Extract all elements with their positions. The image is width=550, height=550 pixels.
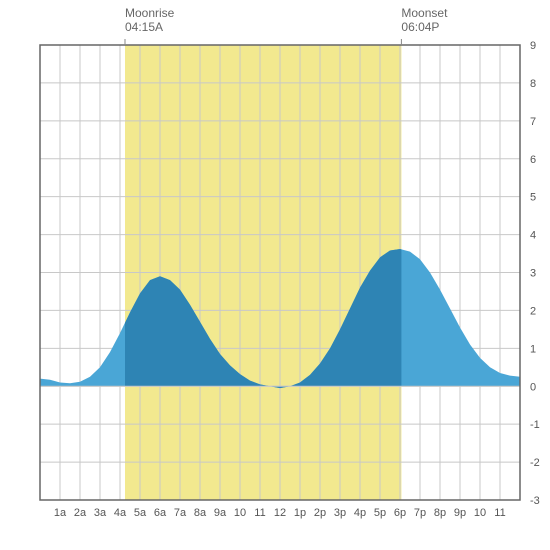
x-tick-label: 4a	[114, 507, 127, 519]
y-tick-label: 0	[530, 381, 536, 393]
y-tick-label: 9	[530, 40, 536, 52]
x-tick-label: 6p	[394, 507, 406, 519]
x-tick-label: 6a	[154, 507, 167, 519]
x-tick-label: 12	[274, 507, 286, 519]
x-tick-label: 5a	[134, 507, 147, 519]
annotation-label: Moonset	[401, 6, 448, 20]
y-tick-label: 1	[530, 343, 536, 355]
x-tick-label: 3a	[94, 507, 107, 519]
x-tick-label: 7a	[174, 507, 187, 519]
x-tick-label: 8a	[194, 507, 207, 519]
chart-svg: Moonrise04:15A Moonset06:04P 1a 2a 3a 4a 5a 6a 7…	[0, 0, 550, 550]
x-tick-label: 10	[474, 507, 486, 519]
x-tick-label: 7p	[414, 507, 426, 519]
x-tick-label: 10	[234, 507, 246, 519]
x-tick-label: 8p	[434, 507, 446, 519]
x-tick-label: 2a	[74, 507, 87, 519]
x-tick-label: 11	[254, 507, 265, 519]
x-tick-label: 2p	[314, 507, 326, 519]
x-tick-label: 4p	[354, 507, 366, 519]
y-tick-label: -2	[530, 457, 540, 469]
y-tick-label: 4	[530, 230, 536, 242]
y-tick-label: 7	[530, 116, 536, 128]
y-tick-label: 8	[530, 78, 536, 90]
y-tick-label: 6	[530, 154, 536, 166]
y-tick-label: -1	[530, 419, 540, 431]
tide-chart: Moonrise04:15A Moonset06:04P 1a 2a 3a 4a 5a 6a 7…	[0, 0, 550, 550]
x-tick-label: 3p	[334, 507, 346, 519]
x-tick-label: 9a	[214, 507, 227, 519]
annotation-time: 04:15A	[125, 20, 163, 34]
annotation-time: 06:04P	[401, 20, 439, 34]
y-tick-label: 2	[530, 305, 536, 317]
x-tick-label: 11	[494, 507, 505, 519]
y-tick-label: 5	[530, 192, 536, 204]
x-tick-label: 1p	[294, 507, 306, 519]
x-tick-label: 1a	[54, 507, 67, 519]
y-tick-label: 3	[530, 268, 536, 280]
y-tick-label: -3	[530, 495, 540, 507]
x-tick-label: 9p	[454, 507, 466, 519]
x-tick-label: 5p	[374, 507, 386, 519]
annotation-label: Moonrise	[125, 6, 175, 20]
